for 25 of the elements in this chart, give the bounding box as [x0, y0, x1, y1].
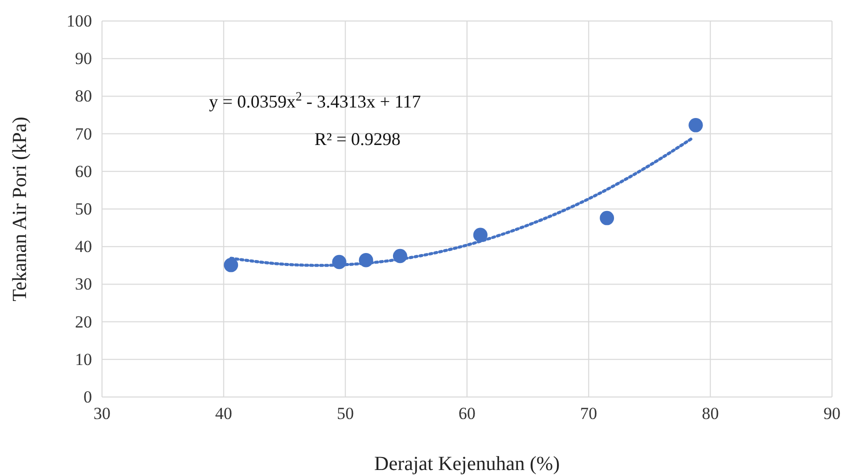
y-tick-label: 50: [75, 199, 92, 218]
x-tick-label: 30: [94, 404, 110, 424]
x-tick-label: 60: [458, 404, 476, 424]
y-tick-label: 70: [75, 124, 92, 144]
y-tick-label: 90: [75, 49, 92, 68]
point: [688, 118, 703, 132]
x-axis-title: Derajat Kejenuhan (%): [374, 453, 560, 475]
x-tick-label: 90: [824, 404, 840, 424]
x-tick-label: 70: [580, 404, 598, 424]
y-tick-label: 30: [75, 274, 92, 294]
y-tick-label: 80: [75, 86, 92, 106]
y-axis-title: Tekanan Air Pori (kPa): [9, 116, 31, 302]
point: [600, 210, 614, 226]
y-tick-label: 20: [75, 312, 92, 332]
x-tick-label: 40: [215, 404, 232, 424]
annotation: y = 0.0359x$^{2}$ - 3.4313x + 117: [208, 89, 421, 112]
y-tick-label: 100: [66, 11, 92, 30]
y-tick-label: 60: [75, 162, 92, 181]
y-tick-label: 0: [84, 387, 92, 406]
y-tick-label: 10: [75, 350, 92, 369]
y-tick-label: 40: [75, 237, 92, 256]
annotation: R² = 0.9298: [314, 129, 401, 150]
x-tick-label: 80: [702, 404, 719, 424]
point: [224, 258, 238, 272]
x-tick-label: 50: [336, 404, 354, 424]
